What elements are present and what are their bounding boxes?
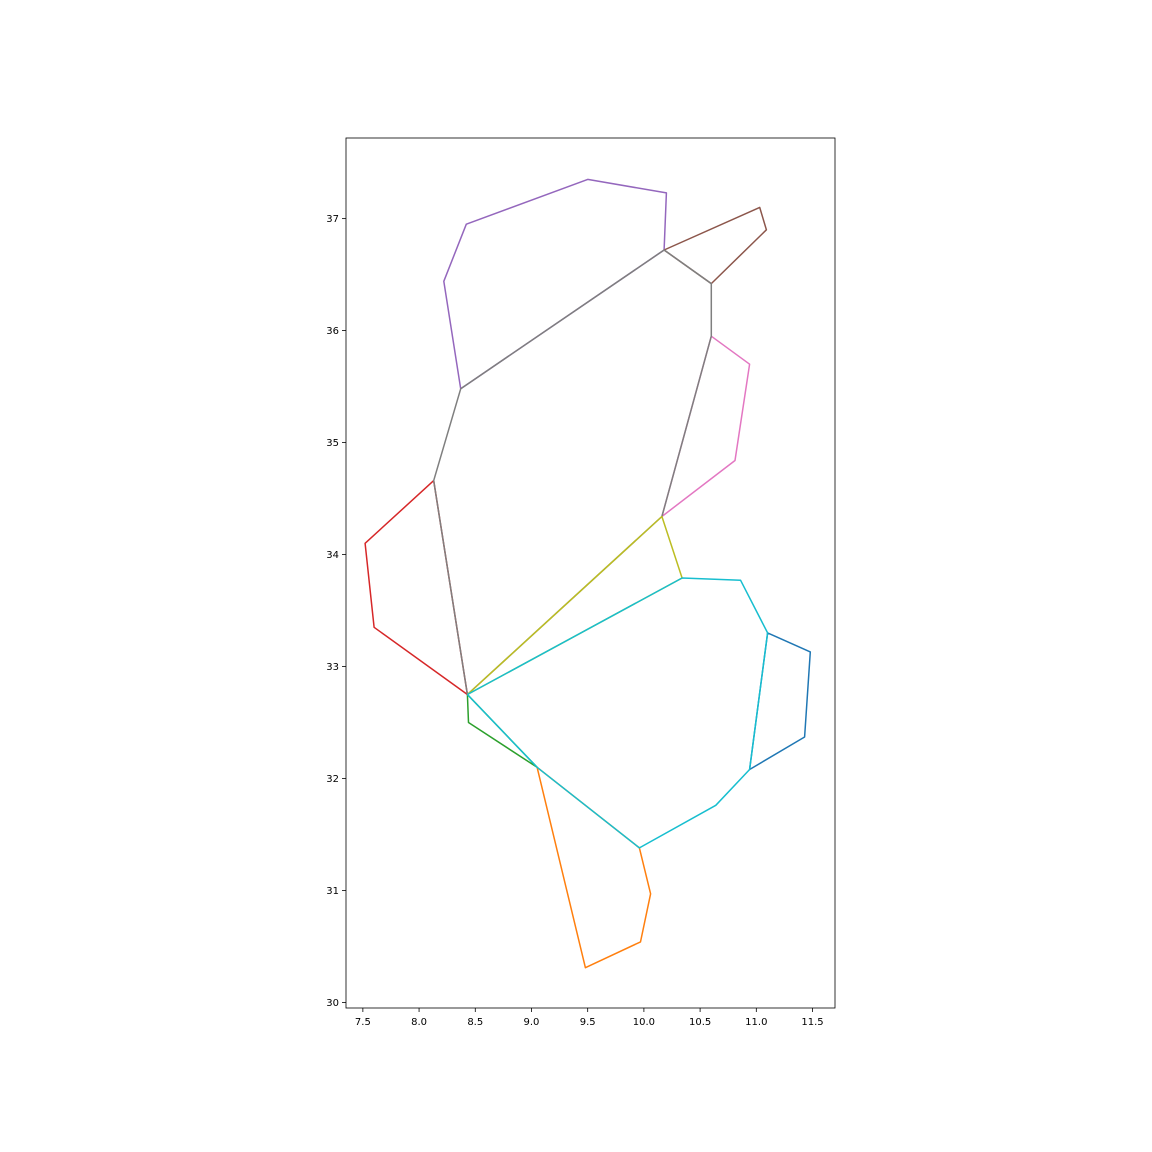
x-tick-label: 11.0 — [745, 1017, 767, 1028]
y-tick-label: 35 — [326, 438, 339, 449]
x-tick-label: 8.5 — [467, 1017, 483, 1028]
y-tick-label: 30 — [326, 998, 339, 1009]
x-tick-label: 8.0 — [411, 1017, 427, 1028]
x-tick-label: 11.5 — [801, 1017, 823, 1028]
y-tick-label: 36 — [326, 326, 339, 337]
axes-frame — [345, 137, 836, 1009]
x-tick-label: 7.5 — [355, 1017, 371, 1028]
y-tick-label: 32 — [326, 774, 339, 785]
y-tick-label: 31 — [326, 886, 339, 897]
x-tick-label: 9.0 — [524, 1017, 540, 1028]
y-tick-label: 33 — [326, 662, 339, 673]
region-outlines — [364, 178, 812, 969]
x-tick-label: 10.5 — [689, 1017, 711, 1028]
x-tick-label: 10.0 — [633, 1017, 655, 1028]
x-axis: 7.5 8.0 8.5 9.0 9.5 10.0 10.5 11.0 11.5 — [355, 1008, 824, 1028]
region-outline-8 — [432, 249, 713, 696]
y-tick-label: 37 — [326, 214, 339, 225]
region-outline-10 — [466, 577, 769, 849]
plot-area-background — [346, 138, 835, 1008]
y-axis: 30 31 32 33 34 35 36 37 — [326, 214, 346, 1009]
x-tick-label: 9.5 — [580, 1017, 596, 1028]
y-tick-label: 34 — [326, 550, 339, 561]
